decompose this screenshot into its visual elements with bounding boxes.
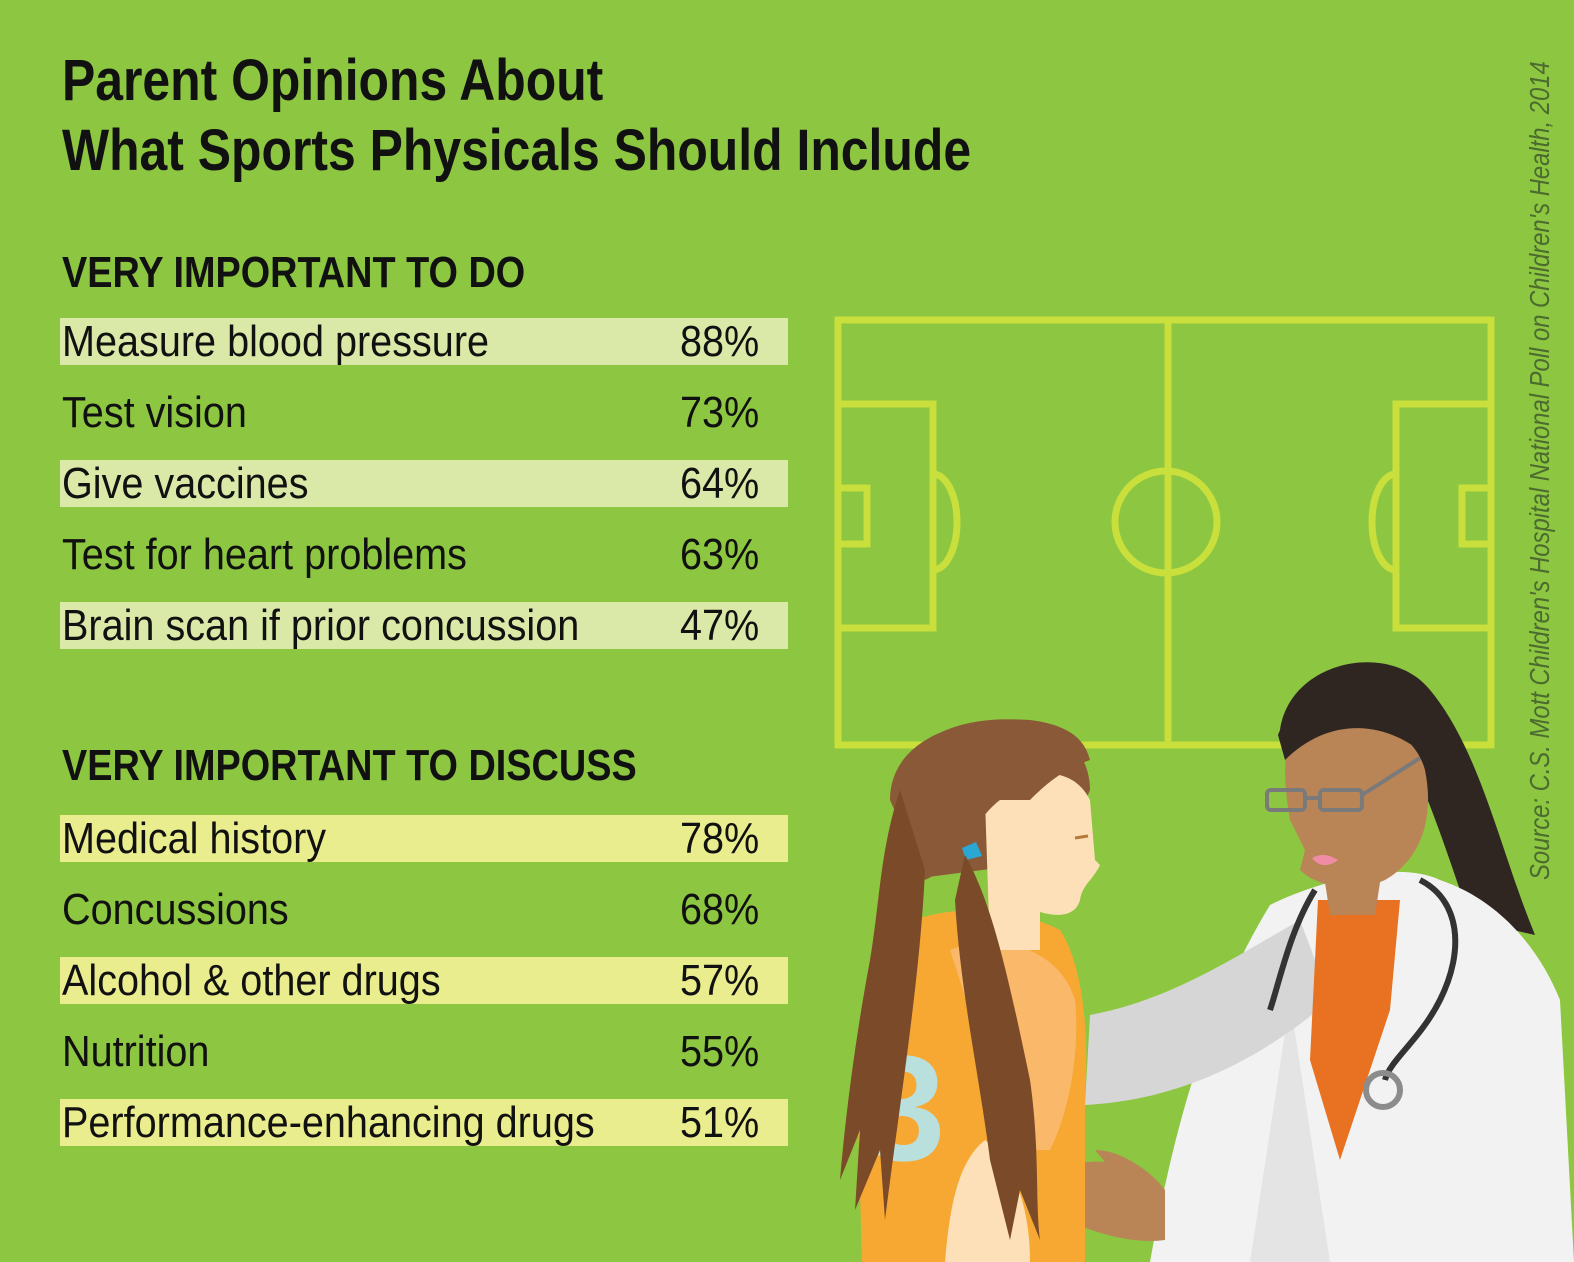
table-row: Medical history 78% [60,815,788,862]
row-value: 68% [680,885,760,934]
do-table: Measure blood pressure 88% Test vision 7… [60,318,788,673]
row-value: 57% [680,956,760,1005]
row-value: 64% [680,459,760,508]
table-row: Nutrition 55% [60,1028,788,1075]
row-value: 55% [680,1027,760,1076]
table-row: Test vision 73% [60,389,788,436]
row-label: Measure blood pressure [62,317,490,366]
girl-icon: 3 [840,719,1100,1262]
row-label: Test for heart problems [62,530,467,579]
row-value: 63% [680,530,760,579]
soccer-field-icon [834,316,1495,749]
source-note: Source: C.S. Mott Children's Hospital Na… [1524,0,1556,880]
table-row: Test for heart problems 63% [60,531,788,578]
row-value: 78% [680,814,760,863]
row-value: 47% [680,601,760,650]
row-label: Medical history [62,814,327,863]
row-value: 88% [680,317,760,366]
page-title: Parent Opinions About What Sports Physic… [62,46,971,186]
doctor-icon [1019,662,1574,1262]
row-label: Test vision [62,388,247,437]
section-heading-do: VERY IMPORTANT TO DO [62,248,526,297]
row-label: Brain scan if prior concussion [62,601,580,650]
row-label: Concussions [62,885,289,934]
table-row: Alcohol & other drugs 57% [60,957,788,1004]
table-row: Concussions 68% [60,886,788,933]
row-label: Alcohol & other drugs [62,956,441,1005]
row-label: Performance-enhancing drugs [62,1098,595,1147]
title-line-1: Parent Opinions About [62,48,604,113]
table-row: Measure blood pressure 88% [60,318,788,365]
row-value: 73% [680,388,760,437]
row-value: 51% [680,1098,760,1147]
row-label: Nutrition [62,1027,210,1076]
table-row: Give vaccines 64% [60,460,788,507]
table-row: Performance-enhancing drugs 51% [60,1099,788,1146]
section-heading-discuss: VERY IMPORTANT TO DISCUSS [62,741,637,790]
table-row: Brain scan if prior concussion 47% [60,602,788,649]
source-text: Source: C.S. Mott Children's Hospital Na… [1524,61,1555,880]
discuss-table: Medical history 78% Concussions 68% Alco… [60,815,788,1170]
row-label: Give vaccines [62,459,309,508]
title-line-2: What Sports Physicals Should Include [62,118,972,183]
